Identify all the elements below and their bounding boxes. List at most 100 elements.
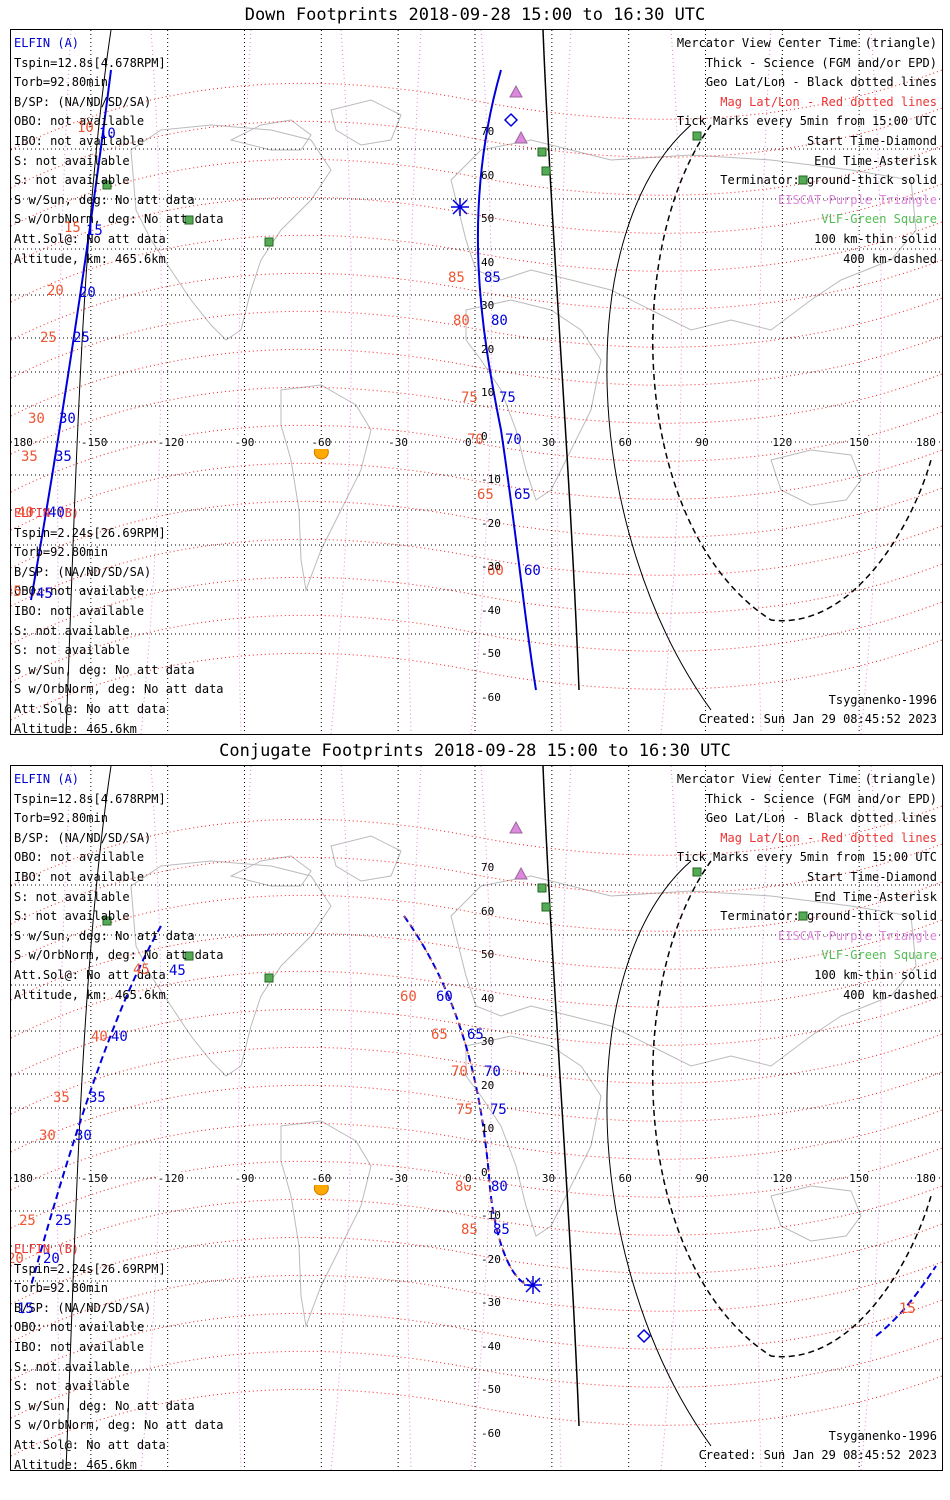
model-name: Tsyganenko-1996 xyxy=(828,1428,937,1443)
altitude-100km-line xyxy=(65,766,112,1470)
panel-title: Down Footprints 2018-09-28 15:00 to 16:3… xyxy=(244,5,706,25)
info-line: IBO: not available xyxy=(14,1339,145,1354)
eiscat-triangle-icon xyxy=(514,130,528,144)
elfin-b-tick-label: 25 xyxy=(40,330,57,346)
lat-tick-label: 30 xyxy=(481,1035,495,1048)
info-line: S: not available xyxy=(14,153,130,168)
info-line: S w/OrbNorm, deg: No att data xyxy=(14,1418,224,1433)
lat-tick-label: 0 xyxy=(481,429,488,443)
legend-item: Terminator: ground-thick solid xyxy=(720,173,937,188)
info-line: IBO: not available xyxy=(14,133,145,148)
lat-tick-label: -10 xyxy=(481,1209,501,1222)
legend-item: 100 km-thin solid xyxy=(814,967,937,982)
terminator-line xyxy=(542,766,580,1427)
altitude-400km-line xyxy=(652,124,932,622)
lat-tick-label: 60 xyxy=(481,904,495,918)
info-line: Altitude: 465.6km xyxy=(14,721,137,735)
elfin-a-tick-label: 40 xyxy=(48,505,65,521)
legend: Mercator View Center Time (triangle) Thi… xyxy=(677,34,937,269)
elfin-b-tick-label: 75 xyxy=(461,390,478,406)
elfin-b-header: ELFIN (B) xyxy=(14,1242,80,1256)
elfin-b-tick-label: 70 xyxy=(451,1064,468,1080)
mag-lon-line xyxy=(860,30,882,734)
info-line: Altitude, km: 465.6km xyxy=(14,987,166,1002)
elfin-a-tick-label: 35 xyxy=(89,1090,106,1106)
elfin-a-info: ELFIN (A) Tspin=12.8s[4.678RPM] Torb=92.… xyxy=(14,34,224,269)
lat-tick-label: 60 xyxy=(481,168,495,182)
info-line: B/SP: (NA/ND/SD/SA) xyxy=(14,830,152,845)
elfin-a-tick-label: 60 xyxy=(436,989,453,1005)
lon-tick-label: -60 xyxy=(311,436,332,449)
mag-lon-line xyxy=(330,766,352,1470)
lat-tick-label: -40 xyxy=(481,603,501,617)
lon-tick-label: -60 xyxy=(311,1172,332,1185)
vlf-square-icon xyxy=(184,215,194,225)
info-line: S w/Sun, deg: No att data xyxy=(14,662,195,677)
lon-tick-label: 90 xyxy=(695,1172,709,1185)
lon-tick-label: -30 xyxy=(388,1172,409,1185)
elfin-b-tick-label: 20 xyxy=(47,283,64,299)
legend-item: 400 km-dashed xyxy=(843,987,937,1002)
legend-item: Start Time-Diamond xyxy=(806,133,937,148)
lat-tick-label: -30 xyxy=(481,560,501,573)
elfin-b-tick-label: 25 xyxy=(19,1213,36,1229)
info-line: Torb=92.80min xyxy=(14,1281,108,1296)
lon-tick-label: 150 xyxy=(849,436,870,449)
legend-item: Tick Marks every 5min from 15:00 UTC xyxy=(676,850,937,865)
elfin-a-track xyxy=(30,69,112,601)
lon-tick-label: 180 xyxy=(13,436,33,449)
info-line: S: not available xyxy=(14,1359,130,1374)
info-line: Altitude: 465.6km xyxy=(14,1457,137,1471)
mag-lon-line xyxy=(330,30,352,734)
credits: Tsyganenko-1996 Created: Sun Jan 29 08:4… xyxy=(699,691,937,730)
vlf-square-icon xyxy=(102,916,112,926)
elfin-a-tick-label: 30 xyxy=(59,411,76,427)
elfin-b-tick-label: 15 xyxy=(899,1301,916,1317)
info-line: IBO: not available xyxy=(14,603,145,618)
coastline xyxy=(330,99,402,146)
mag-lon-line xyxy=(407,766,422,1470)
lat-tick-label: -30 xyxy=(481,1296,501,1309)
coastline xyxy=(770,449,862,506)
mag-lon-line xyxy=(140,766,162,1470)
coastline xyxy=(229,119,312,151)
elfin-a-header: ELFIN (A) xyxy=(14,36,80,50)
info-line: Torb=92.80min xyxy=(14,811,108,826)
lon-tick-label: 120 xyxy=(772,1172,793,1185)
elfin-a-tick-label: 15 xyxy=(17,1301,34,1317)
info-line: Tspin=2.24s[26.69RPM] xyxy=(14,525,166,540)
elfin-b-tick-label: 60 xyxy=(487,563,504,579)
mag-lon-line xyxy=(557,766,572,1470)
lon-tick-label: 90 xyxy=(695,436,709,449)
elfin-a-tick-label: 85 xyxy=(493,1222,510,1238)
elfin-a-track xyxy=(30,925,162,1287)
altitude-100km-line xyxy=(606,124,712,711)
elfin-b-header: ELFIN (B) xyxy=(14,506,80,520)
elfin-a-tick-label: 70 xyxy=(484,1064,501,1080)
elfin-a-tick-label: 75 xyxy=(490,1102,507,1118)
vlf-square-icon xyxy=(692,131,702,141)
eiscat-triangle-icon xyxy=(514,866,528,880)
coastline xyxy=(130,860,332,1077)
elfin-b-tick-label: 40 xyxy=(91,1029,108,1045)
info-line: Att.Sol@: No att data xyxy=(14,701,166,716)
map-canvas xyxy=(11,766,942,1470)
coastline xyxy=(465,1035,602,1237)
lon-tick-label: -30 xyxy=(388,436,409,449)
legend-item: Geo Lat/Lon - Black dotted lines xyxy=(705,75,937,90)
elfin-a-tick-label: 80 xyxy=(491,1179,508,1195)
lon-tick-label: -120 xyxy=(157,436,185,449)
coastline xyxy=(130,124,332,341)
elfin-a-tick-label: 45 xyxy=(36,586,53,602)
lat-tick-label: -70 xyxy=(481,734,501,735)
info-line: S: not available xyxy=(14,889,130,904)
elfin-a-header: ELFIN (A) xyxy=(14,772,80,786)
coastline xyxy=(229,855,312,887)
info-line: OBO: not available xyxy=(14,584,145,599)
info-line: S: not available xyxy=(14,909,130,924)
panel-title: Conjugate Footprints 2018-09-28 15:00 to… xyxy=(219,741,731,761)
lat-tick-label: -10 xyxy=(481,473,501,486)
mag-lon-line xyxy=(407,30,422,734)
lon-tick-label: 180 xyxy=(916,436,936,449)
lon-tick-label: 180 xyxy=(13,1172,33,1185)
